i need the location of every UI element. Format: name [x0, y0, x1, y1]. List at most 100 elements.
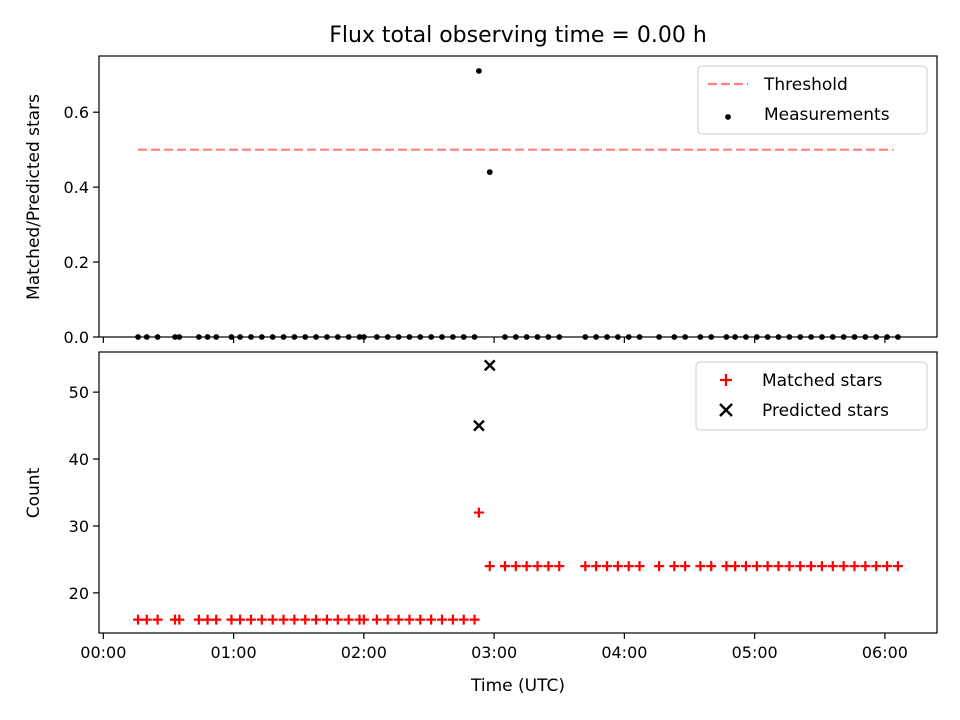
- data-point: [838, 561, 849, 572]
- data-point: [730, 561, 741, 572]
- data-point: [256, 614, 267, 625]
- data-point: [510, 561, 521, 572]
- data-point: [437, 614, 448, 625]
- chart-title: Flux total observing time = 0.00 h: [329, 23, 707, 48]
- data-point: [721, 561, 732, 572]
- x-tick-label: 00:00: [80, 643, 126, 662]
- x-tick-label: 05:00: [732, 643, 778, 662]
- legend-swatch: [725, 114, 731, 120]
- data-point: [426, 614, 437, 625]
- data-point: [332, 614, 343, 625]
- data-point: [740, 561, 751, 572]
- data-point: [773, 561, 784, 572]
- data-point: [226, 614, 237, 625]
- chart-panel-2: 20 30 40 50 00:00 01:00 02:00 03:00 04:00 05:00 06…: [69, 351, 938, 662]
- data-point: [795, 561, 806, 572]
- y-tick-label: 0.4: [64, 178, 89, 197]
- data-point: [827, 561, 838, 572]
- data-point: [806, 561, 817, 572]
- series-matched-stars: [133, 507, 903, 625]
- data-point: [484, 561, 495, 572]
- data-point: [860, 561, 871, 572]
- data-point: [393, 614, 404, 625]
- plot-frame: [98, 55, 938, 338]
- data-point: [152, 614, 163, 625]
- legend-swatch: [720, 374, 732, 386]
- data-point: [473, 507, 484, 518]
- legend-swatch: [719, 403, 733, 417]
- data-point: [695, 561, 706, 572]
- data-point: [554, 561, 565, 572]
- data-point: [784, 561, 795, 572]
- bottom-x-axis-label: Time (UTC): [470, 676, 565, 696]
- x-tick-label: 04:00: [601, 643, 647, 662]
- data-point: [343, 614, 354, 625]
- data-point: [892, 561, 903, 572]
- legend: Threshold Measurements: [697, 65, 928, 135]
- x-tick-label: 01:00: [211, 643, 257, 662]
- data-point: [321, 614, 332, 625]
- data-point: [580, 561, 591, 572]
- data-point: [669, 561, 680, 572]
- data-point: [816, 561, 827, 572]
- legend-box: [697, 65, 928, 135]
- chart-panel-1: 0.0 0.2 0.4 0.6 Threshold Measurements: [64, 55, 938, 347]
- data-point: [193, 614, 204, 625]
- legend-box: [695, 361, 928, 431]
- data-point: [751, 561, 762, 572]
- data-point: [849, 561, 860, 572]
- data-point: [415, 614, 426, 625]
- data-point: [278, 614, 289, 625]
- data-point: [532, 561, 543, 572]
- y-tick-label: 0.0: [64, 328, 89, 347]
- data-point: [371, 614, 382, 625]
- y-tick-label: 0.6: [64, 103, 89, 122]
- data-point: [871, 561, 882, 572]
- data-point: [602, 561, 613, 572]
- legend-label: Measurements: [764, 105, 890, 125]
- data-point: [882, 561, 893, 572]
- data-point: [300, 614, 311, 625]
- legend-label: Matched stars: [762, 371, 882, 391]
- y-tick-label: 0.2: [64, 253, 89, 272]
- chart-panels: 0.0 0.2 0.4 0.6 Threshold Measurements 20 30 40 5…: [64, 55, 938, 662]
- data-point: [499, 561, 510, 572]
- x-tick-label: 02:00: [341, 643, 387, 662]
- legend-label: Threshold: [763, 75, 848, 95]
- y-tick-label: 50: [69, 383, 89, 402]
- data-point: [680, 561, 691, 572]
- data-point: [358, 614, 369, 625]
- data-point: [623, 561, 634, 572]
- data-point: [311, 614, 322, 625]
- x-tick-label: 06:00: [862, 643, 908, 662]
- data-point: [612, 561, 623, 572]
- data-point: [141, 614, 152, 625]
- data-point: [634, 561, 645, 572]
- data-point: [245, 614, 256, 625]
- top-y-axis-label: Matched/Predicted stars: [24, 94, 44, 300]
- plot-frame: [98, 351, 938, 634]
- data-point: [267, 614, 278, 625]
- data-point: [382, 614, 393, 625]
- data-point: [762, 561, 773, 572]
- data-point: [174, 614, 185, 625]
- data-point: [133, 614, 144, 625]
- data-point: [521, 561, 532, 572]
- y-tick-label: 30: [69, 517, 89, 536]
- data-point: [404, 614, 415, 625]
- data-point: [289, 614, 300, 625]
- data-point: [706, 561, 717, 572]
- legend-label: Predicted stars: [762, 401, 889, 421]
- y-tick-label: 20: [69, 584, 89, 603]
- data-point: [654, 561, 665, 572]
- data-point: [458, 614, 469, 625]
- data-point: [202, 614, 213, 625]
- data-point: [543, 561, 554, 572]
- data-point: [235, 614, 246, 625]
- data-point: [211, 614, 222, 625]
- y-tick-label: 40: [69, 450, 89, 469]
- data-point: [473, 419, 485, 432]
- data-point: [486, 169, 493, 176]
- bottom-y-axis-label: Count: [24, 467, 44, 518]
- data-point: [447, 614, 458, 625]
